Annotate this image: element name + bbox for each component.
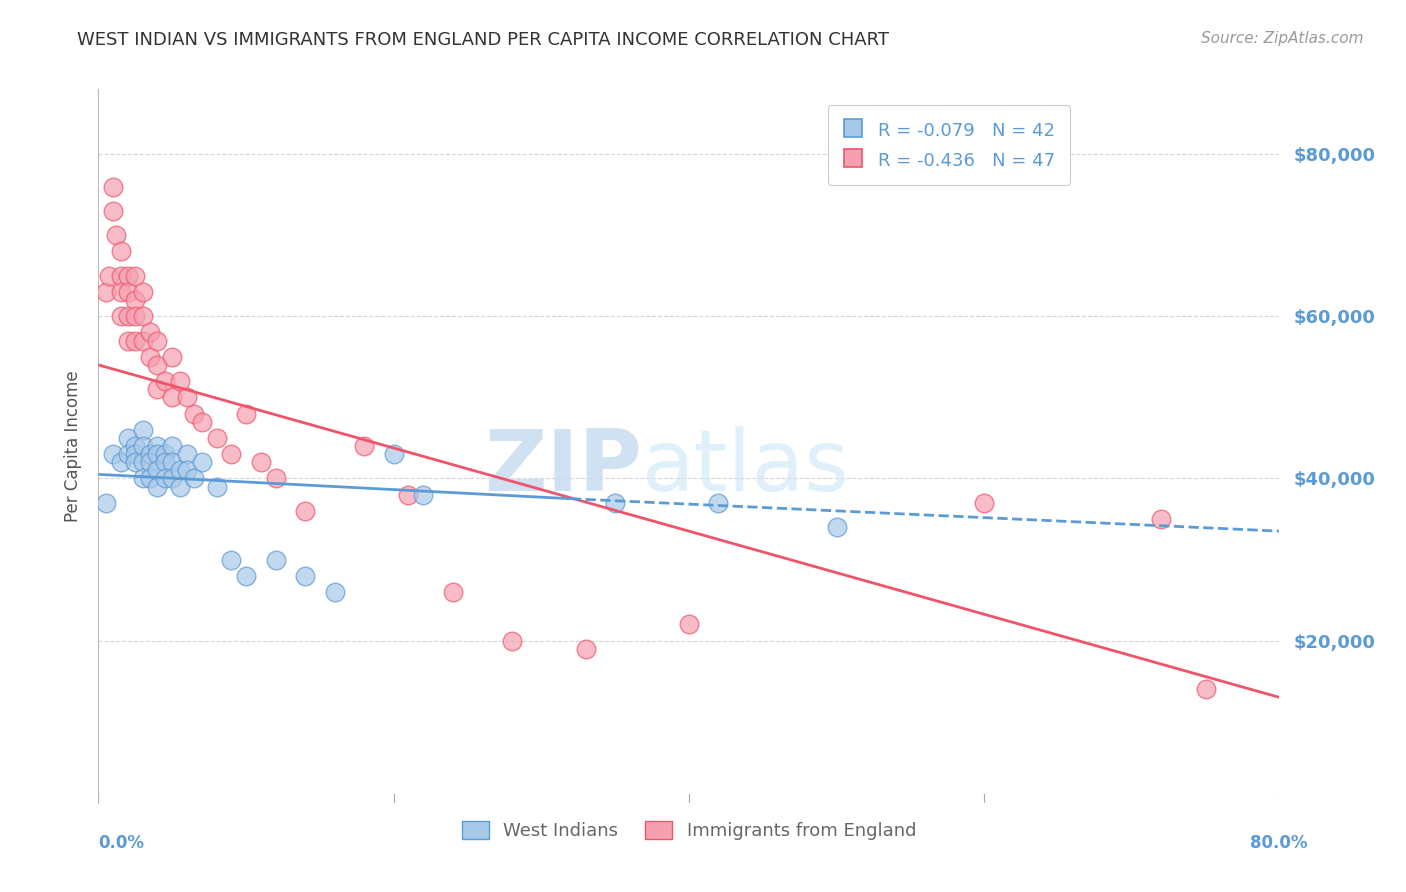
Point [132,471,155,485]
Point [162,455,183,469]
Text: Source: ZipAtlas.com: Source: ZipAtlas.com [1201,31,1364,46]
Point [221,447,243,461]
Point [235,568,257,582]
Point [146,479,169,493]
Point [398,488,420,502]
Point [97,268,120,283]
Point [117,431,139,445]
Point [235,407,257,421]
Point [124,447,146,461]
Point [132,439,155,453]
Text: 0.0%: 0.0% [98,834,145,852]
Point [110,285,132,299]
Point [264,471,287,485]
Point [707,496,730,510]
Point [678,617,700,632]
Point [1195,682,1218,697]
Point [124,439,146,453]
Legend: West Indians, Immigrants from England: West Indians, Immigrants from England [454,814,924,847]
Point [191,415,214,429]
Point [146,334,169,348]
Point [162,390,183,404]
Point [139,471,162,485]
Point [110,310,132,324]
Point [139,447,162,461]
Text: 80.0%: 80.0% [1250,834,1308,852]
Point [117,268,139,283]
Point [139,350,162,364]
Point [117,310,139,324]
Point [117,334,139,348]
Point [94,496,117,510]
Point [103,447,125,461]
Point [294,568,316,582]
Point [162,439,183,453]
Point [176,463,198,477]
Point [205,479,228,493]
Point [169,463,191,477]
Point [103,203,125,218]
Point [146,439,169,453]
Point [146,447,169,461]
Point [124,310,146,324]
Point [103,179,125,194]
Point [153,447,176,461]
Point [124,334,146,348]
Point [353,439,375,453]
Point [176,390,198,404]
Point [153,455,176,469]
Point [176,447,198,461]
Point [973,496,995,510]
Point [169,374,191,388]
Y-axis label: Per Capita Income: Per Capita Income [65,370,83,522]
Point [132,423,155,437]
Point [110,268,132,283]
Point [441,585,464,599]
Point [153,471,176,485]
Text: WEST INDIAN VS IMMIGRANTS FROM ENGLAND PER CAPITA INCOME CORRELATION CHART: WEST INDIAN VS IMMIGRANTS FROM ENGLAND P… [77,31,890,49]
Point [183,471,205,485]
Point [146,358,169,372]
Point [110,244,132,259]
Point [110,455,132,469]
Point [412,488,434,502]
Point [139,326,162,340]
Point [124,268,146,283]
Point [139,455,162,469]
Point [94,285,117,299]
Point [162,471,183,485]
Point [105,228,128,243]
Point [169,479,191,493]
Point [124,455,146,469]
Point [501,633,523,648]
Point [205,431,228,445]
Point [294,504,316,518]
Point [1150,512,1173,526]
Point [132,455,155,469]
Point [575,641,598,656]
Point [264,552,287,566]
Point [323,585,346,599]
Point [183,407,205,421]
Point [117,447,139,461]
Point [132,310,155,324]
Point [132,334,155,348]
Point [382,447,405,461]
Point [124,293,146,307]
Point [117,285,139,299]
Point [605,496,627,510]
Point [153,374,176,388]
Point [250,455,273,469]
Point [221,552,243,566]
Point [191,455,214,469]
Point [162,350,183,364]
Point [825,520,848,534]
Point [132,285,155,299]
Text: ZIP: ZIP [484,425,641,509]
Text: atlas: atlas [641,425,849,509]
Point [146,463,169,477]
Point [146,382,169,396]
